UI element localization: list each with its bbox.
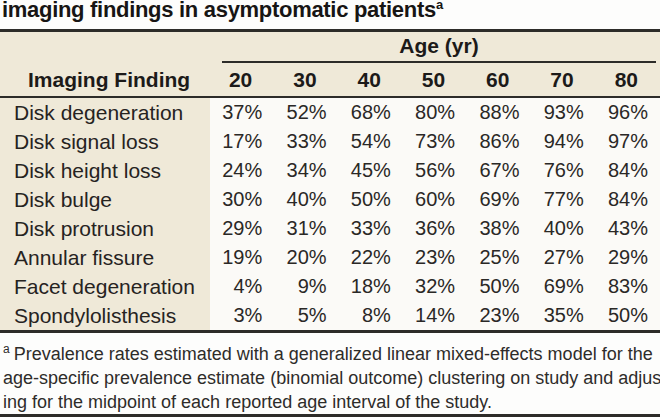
- value-cell: 25%: [467, 246, 531, 269]
- value-cell: 29%: [596, 246, 660, 269]
- value-cell: 84%: [596, 159, 660, 182]
- value-cell: 50%: [467, 275, 531, 298]
- header-corner-cell: [0, 32, 210, 63]
- value-cell: 93%: [531, 101, 595, 124]
- value-cell: 80%: [403, 101, 467, 124]
- value-cell: 60%: [403, 188, 467, 211]
- value-cell: 88%: [467, 101, 531, 124]
- row-label: Spondylolisthesis: [0, 301, 210, 330]
- value-cell: 94%: [531, 130, 595, 153]
- value-cell: 96%: [596, 101, 660, 124]
- column-header-age-50: 50: [403, 68, 467, 92]
- table-title: imaging findings in asymptomatic patient…: [0, 0, 660, 29]
- value-cell: 34%: [274, 159, 338, 182]
- footnote: a Prevalence rates estimated with a gener…: [0, 333, 660, 414]
- table-row-disk-degeneration: Disk degeneration 37% 52% 68% 80% 88% 93…: [0, 98, 660, 127]
- value-cell: 40%: [274, 188, 338, 211]
- footnote-line: a Prevalence rates estimated with a gener…: [3, 342, 656, 366]
- value-cell: 23%: [467, 304, 531, 327]
- value-cell: 97%: [596, 130, 660, 153]
- value-cell: 32%: [403, 275, 467, 298]
- row-label: Disk protrusion: [0, 214, 210, 243]
- prevalence-table-figure: imaging findings in asymptomatic patient…: [0, 0, 660, 417]
- table-title-text: imaging findings in asymptomatic patient…: [0, 0, 660, 23]
- column-header-row: Imaging Finding 20 30 40 50 60 70 80: [0, 63, 660, 96]
- row-label: Disk bulge: [0, 185, 210, 214]
- value-cell: 4%: [210, 275, 274, 298]
- column-header-age-70: 70: [531, 68, 595, 92]
- value-cell: 37%: [210, 101, 274, 124]
- table-row-annular-fissure: Annular fissure 19% 20% 22% 23% 25% 27% …: [0, 243, 660, 272]
- value-cell: 77%: [531, 188, 595, 211]
- value-cell: 36%: [403, 217, 467, 240]
- value-cell: 14%: [403, 304, 467, 327]
- value-cell: 33%: [274, 130, 338, 153]
- value-cell: 73%: [403, 130, 467, 153]
- value-cell: 30%: [210, 188, 274, 211]
- row-label: Disk degeneration: [0, 98, 210, 127]
- value-cell: 19%: [210, 246, 274, 269]
- table-row-facet-degeneration: Facet degeneration 4% 9% 18% 32% 50% 69%…: [0, 272, 660, 301]
- row-label: Annular fissure: [0, 243, 210, 272]
- value-cell: 45%: [339, 159, 403, 182]
- table-row-disk-signal-loss: Disk signal loss 17% 33% 54% 73% 86% 94%…: [0, 127, 660, 156]
- value-cell: 24%: [210, 159, 274, 182]
- row-label: Disk signal loss: [0, 127, 210, 156]
- table-row-disk-bulge: Disk bulge 30% 40% 50% 60% 69% 77% 84%: [0, 185, 660, 214]
- value-cell: 86%: [467, 130, 531, 153]
- value-cell: 23%: [403, 246, 467, 269]
- column-header-age-40: 40: [339, 68, 403, 92]
- value-cell: 27%: [531, 246, 595, 269]
- footnote-line: ing for the midpoint of each reported ag…: [3, 390, 656, 414]
- value-cell: 50%: [596, 304, 660, 327]
- value-cell: 50%: [339, 188, 403, 211]
- value-cell: 18%: [339, 275, 403, 298]
- value-cell: 69%: [467, 188, 531, 211]
- value-cell: 76%: [531, 159, 595, 182]
- value-cell: 40%: [531, 217, 595, 240]
- value-cell: 22%: [339, 246, 403, 269]
- table-title-footnote-marker: a: [436, 0, 443, 12]
- value-cell: 69%: [531, 275, 595, 298]
- value-cell: 52%: [274, 101, 338, 124]
- column-header-imaging-finding: Imaging Finding: [0, 68, 210, 92]
- value-cell: 31%: [274, 217, 338, 240]
- table-row-spondylolisthesis: Spondylolisthesis 3% 5% 8% 14% 23% 35% 5…: [0, 301, 660, 330]
- age-group-cell: Age (yr): [222, 32, 656, 63]
- column-header-age-20: 20: [210, 68, 274, 92]
- value-cell: 84%: [596, 188, 660, 211]
- table-row-disk-height-loss: Disk height loss 24% 34% 45% 56% 67% 76%…: [0, 156, 660, 185]
- table-row-disk-protrusion: Disk protrusion 29% 31% 33% 36% 38% 40% …: [0, 214, 660, 243]
- value-cell: 5%: [274, 304, 338, 327]
- value-cell: 54%: [339, 130, 403, 153]
- value-cell: 29%: [210, 217, 274, 240]
- value-cell: 8%: [339, 304, 403, 327]
- row-label: Facet degeneration: [0, 272, 210, 301]
- value-cell: 56%: [403, 159, 467, 182]
- footnote-marker: a: [3, 342, 10, 356]
- value-cell: 83%: [596, 275, 660, 298]
- value-cell: 38%: [467, 217, 531, 240]
- value-cell: 68%: [339, 101, 403, 124]
- value-cell: 67%: [467, 159, 531, 182]
- table-title-main: imaging findings in asymptomatic patient…: [2, 0, 436, 22]
- value-cell: 17%: [210, 130, 274, 153]
- value-cell: 20%: [274, 246, 338, 269]
- table-header: Age (yr) Imaging Finding 20 30 40 50 60 …: [0, 32, 660, 96]
- value-cell: 9%: [274, 275, 338, 298]
- age-group-row: Age (yr): [0, 32, 660, 63]
- age-group-header: Age (yr): [399, 34, 478, 60]
- footnote-line: age-specific prevalence estimate (binomi…: [3, 366, 656, 390]
- column-header-age-30: 30: [274, 68, 338, 92]
- value-cell: 35%: [531, 304, 595, 327]
- value-cell: 33%: [339, 217, 403, 240]
- column-header-age-80: 80: [596, 68, 660, 92]
- row-label: Disk height loss: [0, 156, 210, 185]
- table-body: Disk degeneration 37% 52% 68% 80% 88% 93…: [0, 98, 660, 330]
- value-cell: 43%: [596, 217, 660, 240]
- column-header-age-60: 60: [467, 68, 531, 92]
- footnote-text: Prevalence rates estimated with a genera…: [14, 344, 653, 364]
- value-cell: 3%: [210, 304, 274, 327]
